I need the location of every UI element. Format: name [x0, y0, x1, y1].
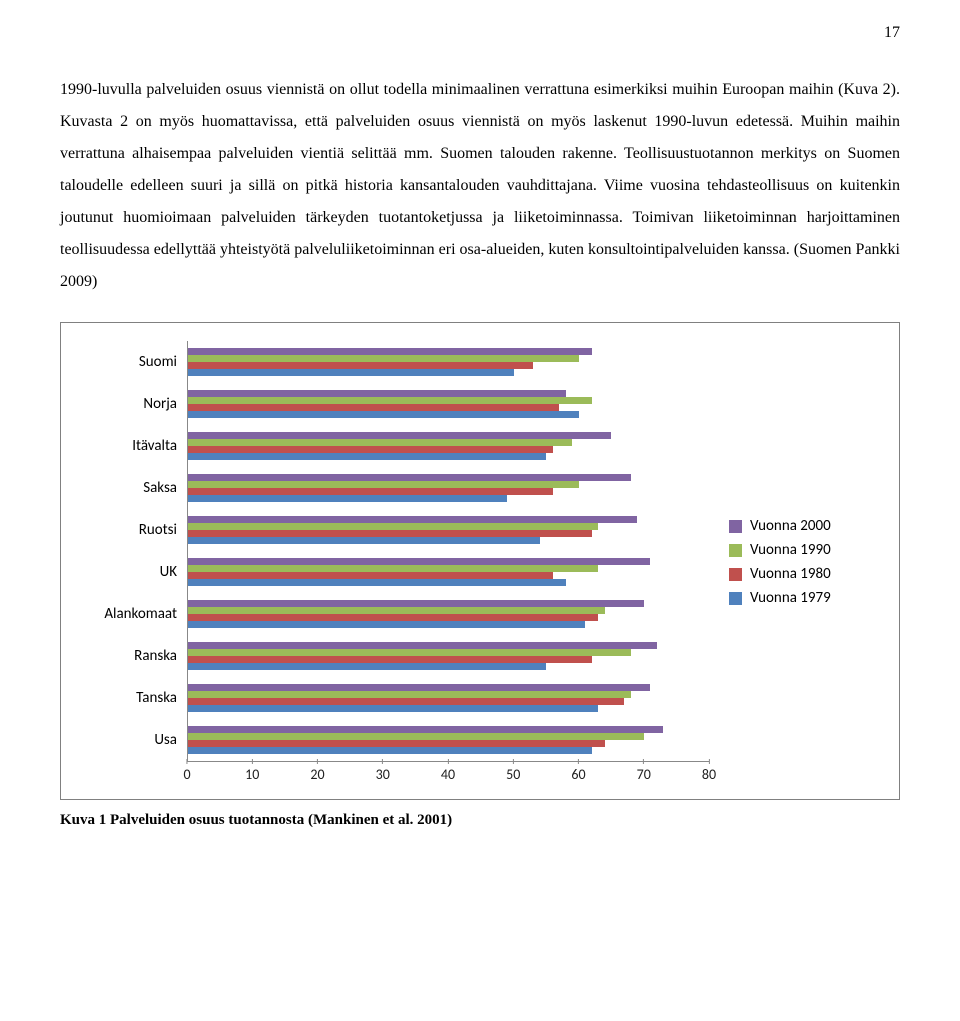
category-row: Norja [81, 383, 709, 425]
bar [188, 621, 585, 628]
category-label: Ranska [81, 647, 187, 665]
legend-item: Vuonna 1980 [729, 565, 879, 583]
bar [188, 642, 657, 649]
bar [188, 705, 598, 712]
category-label: UK [81, 563, 187, 581]
bars-cell [187, 341, 709, 383]
bar [188, 488, 553, 495]
bar [188, 453, 546, 460]
bar [188, 537, 540, 544]
bar [188, 362, 533, 369]
category-label: Itävalta [81, 437, 187, 455]
x-tick: 30 [376, 759, 390, 783]
bar [188, 516, 637, 523]
bars-cell [187, 425, 709, 467]
bar [188, 614, 598, 621]
legend-swatch [729, 592, 742, 605]
bar [188, 411, 579, 418]
category-label: Suomi [81, 353, 187, 371]
x-tick: 0 [183, 759, 190, 783]
body-paragraph: 1990-luvulla palveluiden osuus viennistä… [60, 74, 900, 298]
category-row: Ranska [81, 635, 709, 677]
bar [188, 397, 592, 404]
bar [188, 733, 644, 740]
bar [188, 698, 624, 705]
bars-cell [187, 677, 709, 719]
bar [188, 369, 514, 376]
x-axis: 01020304050607080 [81, 761, 709, 783]
x-tick: 40 [441, 759, 455, 783]
category-label: Saksa [81, 479, 187, 497]
legend-item: Vuonna 1990 [729, 541, 879, 559]
bar [188, 404, 559, 411]
bars-cell [187, 635, 709, 677]
category-label: Tanska [81, 689, 187, 707]
category-row: UK [81, 551, 709, 593]
category-row: Itävalta [81, 425, 709, 467]
x-axis-line: 01020304050607080 [187, 761, 709, 784]
legend-item: Vuonna 1979 [729, 589, 879, 607]
x-tick: 50 [506, 759, 520, 783]
bars-cell [187, 467, 709, 509]
legend-swatch [729, 568, 742, 581]
bar [188, 691, 631, 698]
bar [188, 656, 592, 663]
bar [188, 530, 592, 537]
chart-plot-area: Suomi Norja Itävalta Saksa Ruotsi UK Alankomaa… [81, 341, 709, 783]
bar [188, 474, 631, 481]
services-share-chart: Suomi Norja Itävalta Saksa Ruotsi UK Alankomaa… [60, 322, 900, 800]
legend-label: Vuonna 1980 [750, 565, 831, 583]
bar [188, 579, 566, 586]
category-row: Usa [81, 719, 709, 761]
page-number: 17 [60, 24, 900, 42]
chart-legend: Vuonna 2000 Vuonna 1990 Vuonna 1980 Vuonna … [709, 511, 879, 613]
category-label: Alankomaat [81, 605, 187, 623]
bar [188, 348, 592, 355]
legend-swatch [729, 520, 742, 533]
legend-label: Vuonna 2000 [750, 517, 831, 535]
legend-item: Vuonna 2000 [729, 517, 879, 535]
x-tick: 80 [702, 759, 716, 783]
bar [188, 355, 579, 362]
category-label: Usa [81, 731, 187, 749]
bar [188, 726, 663, 733]
bar [188, 432, 611, 439]
category-label: Ruotsi [81, 521, 187, 539]
category-row: Alankomaat [81, 593, 709, 635]
bars-cell [187, 383, 709, 425]
bar [188, 558, 650, 565]
bar [188, 439, 572, 446]
x-tick: 70 [637, 759, 651, 783]
category-row: Ruotsi [81, 509, 709, 551]
category-row: Suomi [81, 341, 709, 383]
legend-label: Vuonna 1990 [750, 541, 831, 559]
x-tick: 20 [310, 759, 324, 783]
bar [188, 600, 644, 607]
bar [188, 747, 592, 754]
bar [188, 523, 598, 530]
x-tick: 10 [245, 759, 259, 783]
bars-cell [187, 719, 709, 761]
figure-caption: Kuva 1 Palveluiden osuus tuotannosta (Ma… [60, 812, 900, 829]
bar [188, 572, 553, 579]
bar [188, 740, 605, 747]
bar [188, 684, 650, 691]
x-tick: 60 [571, 759, 585, 783]
bar [188, 607, 605, 614]
legend-swatch [729, 544, 742, 557]
bar [188, 390, 566, 397]
bar [188, 481, 579, 488]
bar [188, 663, 546, 670]
bar [188, 495, 507, 502]
bar [188, 446, 553, 453]
bars-cell [187, 551, 709, 593]
category-label: Norja [81, 395, 187, 413]
bar [188, 565, 598, 572]
bars-cell [187, 509, 709, 551]
category-row: Tanska [81, 677, 709, 719]
category-row: Saksa [81, 467, 709, 509]
bar [188, 649, 631, 656]
bars-cell [187, 593, 709, 635]
legend-label: Vuonna 1979 [750, 589, 831, 607]
